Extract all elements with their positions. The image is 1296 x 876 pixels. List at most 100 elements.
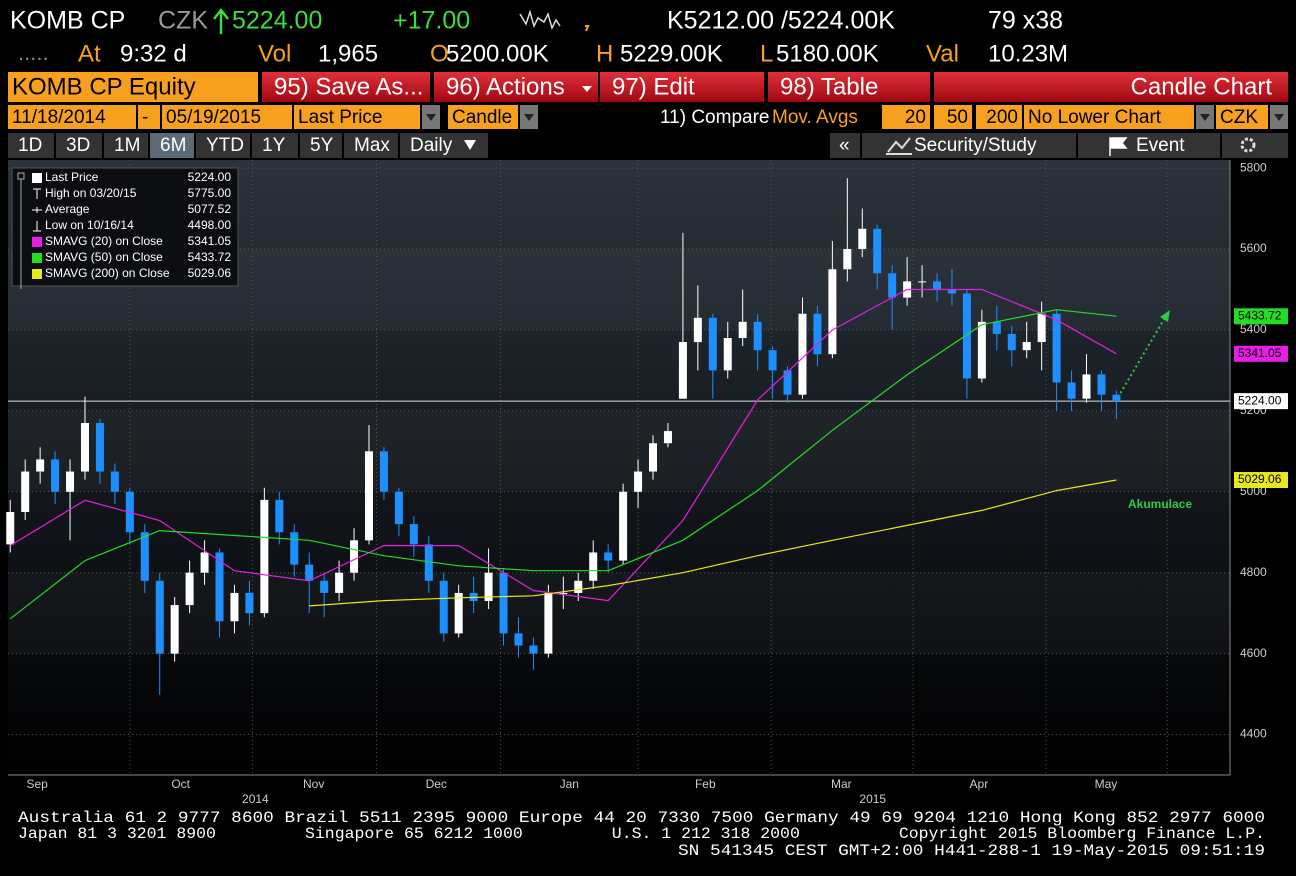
study-icon [886, 137, 912, 155]
candle-body [813, 313, 822, 355]
field-label: Val [926, 40, 959, 67]
legend-value: 5341.05 [188, 234, 232, 248]
tick-icon [585, 25, 590, 32]
candle-body [155, 580, 164, 654]
candle-body [51, 459, 60, 492]
legend-value: 4498.00 [188, 218, 232, 232]
candle-body [634, 471, 643, 492]
flag-icon [1109, 137, 1128, 156]
range-label: 1M [114, 135, 140, 156]
menu-button[interactable] [600, 72, 764, 102]
status: ..... [18, 40, 49, 65]
setting-field[interactable] [448, 105, 518, 129]
legend-value: 5433.72 [188, 250, 232, 264]
field-value: 1,965 [318, 40, 378, 67]
price-tag [1234, 472, 1288, 489]
range-label: YTD [206, 135, 244, 156]
field-value: 5180.00K [776, 40, 879, 67]
candle-body [80, 422, 89, 472]
setting-text: No Lower Chart [1028, 107, 1162, 128]
menu-button[interactable] [262, 72, 430, 102]
tool-label: Security/Study [914, 135, 1037, 156]
x-tick-label: Dec [426, 777, 447, 791]
candle-body [1052, 313, 1061, 383]
candle-body [663, 431, 672, 444]
security: KOMB CP Equity [12, 73, 196, 100]
moving-average [9, 288, 1117, 602]
candle-body [66, 471, 75, 492]
field-label: L [760, 40, 773, 67]
year-label: 2015 [859, 792, 886, 806]
candle-body [320, 580, 329, 593]
candle-body [185, 572, 194, 606]
range-button[interactable] [400, 133, 488, 158]
candle-body [559, 592, 568, 594]
menu-button[interactable] [434, 72, 598, 102]
footer-line: Australia 61 2 9777 8600 Brazil 5511 239… [18, 809, 1265, 827]
candle-body [215, 552, 224, 622]
range-button[interactable] [252, 133, 298, 158]
setting-field[interactable] [8, 105, 136, 129]
candle-body [200, 552, 209, 573]
legend-icon [33, 221, 41, 232]
candle-body [1097, 374, 1106, 395]
legend-value: 5775.00 [188, 186, 232, 200]
legend-label: SMAVG (50) on Close [45, 250, 163, 264]
candle-body [110, 471, 119, 492]
range-button[interactable] [150, 133, 194, 158]
candle-body [499, 572, 508, 634]
footer-line: SN 541345 CEST GMT+2:00 H441-288-1 19-Ma… [678, 842, 1265, 860]
setting-text: 11/18/2014 [12, 107, 106, 128]
setting-field[interactable] [976, 105, 1022, 129]
y-tick-label: 4600 [1240, 646, 1267, 660]
candle-body [454, 592, 463, 634]
setting-field[interactable] [934, 105, 972, 129]
price-tag [1234, 308, 1288, 325]
candle-body [933, 281, 942, 290]
x-tick-label: Jan [560, 777, 579, 791]
year-label: 2014 [242, 792, 269, 806]
setting-field[interactable] [294, 105, 420, 129]
legend-value: 5077.52 [188, 202, 232, 216]
price-tag [1234, 345, 1288, 362]
candle-body [379, 451, 388, 492]
security-box [8, 72, 258, 102]
candle-body [888, 273, 897, 298]
last-price: 5224.00 [232, 7, 322, 35]
setting-field[interactable] [1024, 105, 1194, 129]
range-button[interactable] [8, 133, 54, 158]
y-tick-label: 4800 [1240, 565, 1267, 579]
field-value: 5229.00K [620, 40, 723, 67]
range-button[interactable] [56, 133, 102, 158]
candle-body [1037, 313, 1046, 343]
legend-label: Average [45, 202, 90, 216]
candle-body [798, 313, 807, 395]
x-tick-label: May [1095, 777, 1118, 791]
annotation-arrowhead [1160, 310, 1170, 322]
setting-field[interactable] [882, 105, 930, 129]
range-button[interactable] [104, 133, 148, 158]
candle-body [947, 289, 956, 294]
legend-icon [17, 172, 25, 289]
setting-field[interactable] [1216, 105, 1268, 129]
ticker: KOMB CP [10, 7, 125, 35]
setting-text: 50 [947, 107, 968, 128]
tool-button[interactable] [830, 133, 860, 158]
candle-body [708, 317, 717, 371]
range-button[interactable] [300, 133, 342, 158]
x-tick-label: Feb [695, 777, 716, 791]
moving-average [9, 309, 1117, 620]
tool-button[interactable] [1078, 133, 1220, 158]
range-button[interactable] [196, 133, 250, 158]
candle-body [275, 499, 284, 533]
range-label: 3D [66, 135, 90, 156]
menu-button[interactable] [768, 72, 930, 102]
candle-body [1112, 394, 1121, 402]
candle-body [260, 499, 269, 614]
price-tag-label: 5029.06 [1238, 472, 1282, 486]
setting-field[interactable] [138, 105, 160, 129]
x-tick-label: Mar [831, 777, 852, 791]
setting-field[interactable] [162, 105, 292, 129]
range-button[interactable] [344, 133, 398, 158]
